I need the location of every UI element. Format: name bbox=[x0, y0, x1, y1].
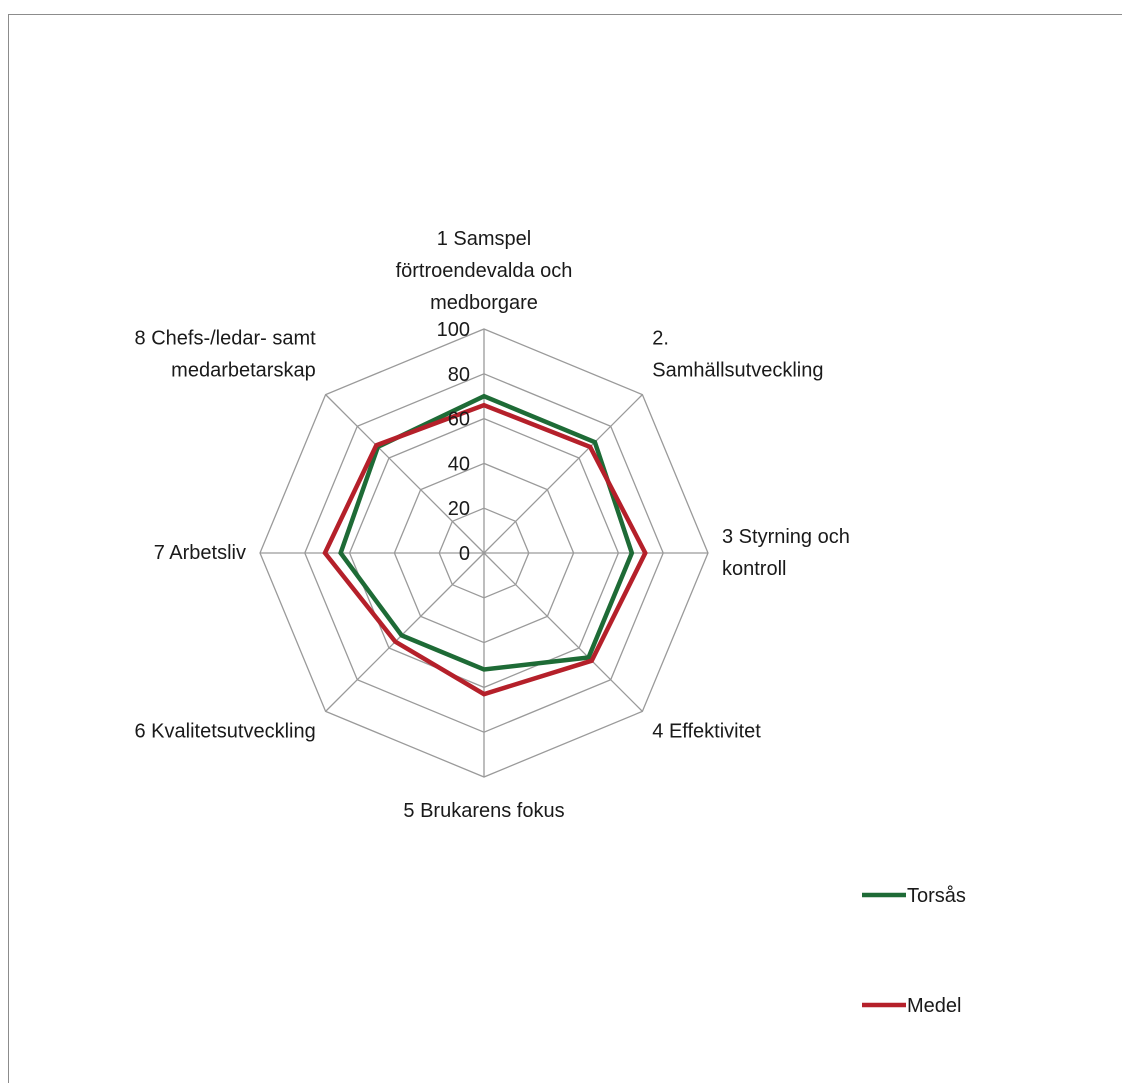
category-label-1-line-3: medborgare bbox=[430, 292, 538, 314]
legend-label-2: Medel bbox=[907, 995, 961, 1017]
spoke-4 bbox=[483, 552, 643, 712]
category-label-1-line-2: förtroendevalda och bbox=[396, 260, 573, 282]
category-label-4-line-1: 4 Effektivitet bbox=[652, 720, 761, 742]
tick-label-80: 80 bbox=[448, 364, 470, 386]
category-label-7-line-1: 7 Arbetsliv bbox=[154, 542, 246, 564]
radial-tick-labels: 0 20 40 60 80 100 bbox=[437, 319, 470, 565]
legend-item-2: Medel bbox=[862, 995, 961, 1017]
category-label-1-line-1: 1 Samspel bbox=[437, 228, 532, 250]
legend-item-1: Torsås bbox=[862, 885, 966, 907]
spoke-2 bbox=[483, 394, 643, 554]
radar-series bbox=[322, 393, 648, 697]
spoke-8 bbox=[325, 394, 485, 554]
category-label-8: 8 Chefs-/ledar- samt medarbetarskap bbox=[135, 328, 317, 382]
category-label-7: 7 Arbetsliv bbox=[154, 542, 246, 564]
category-labels: 1 Samspel förtroendevalda och medborgare 2.… bbox=[135, 228, 850, 822]
category-label-5: 5 Brukarens fokus bbox=[403, 800, 564, 822]
tick-label-20: 20 bbox=[448, 498, 470, 520]
spoke-6 bbox=[325, 552, 485, 712]
category-label-4: 4 Effektivitet bbox=[652, 720, 761, 742]
category-label-6-line-1: 6 Kvalitetsutveckling bbox=[135, 720, 316, 742]
category-label-1: 1 Samspel förtroendevalda och medborgare bbox=[396, 228, 573, 314]
category-label-8-line-1: 8 Chefs-/ledar- samt bbox=[135, 328, 317, 350]
tick-label-60: 60 bbox=[448, 409, 470, 431]
tick-label-100: 100 bbox=[437, 319, 470, 341]
category-label-5-line-1: 5 Brukarens fokus bbox=[403, 800, 564, 822]
category-label-6: 6 Kvalitetsutveckling bbox=[135, 720, 316, 742]
legend-label-1: Torsås bbox=[907, 885, 966, 907]
category-label-2-line-1: 2. bbox=[652, 328, 669, 350]
category-label-8-line-2: medarbetarskap bbox=[171, 360, 316, 382]
category-label-3-line-1: 3 Styrning och bbox=[722, 526, 850, 548]
radar-grid bbox=[259, 328, 709, 778]
chart-frame bbox=[8, 14, 1122, 1083]
tick-label-40: 40 bbox=[448, 453, 470, 475]
category-label-3-line-2: kontroll bbox=[722, 558, 786, 580]
category-label-2: 2. Samhällsutveckling bbox=[652, 328, 823, 382]
legend: Torsås Medel bbox=[862, 885, 966, 1017]
category-label-2-line-2: Samhällsutveckling bbox=[652, 360, 823, 382]
tick-label-0: 0 bbox=[459, 543, 470, 565]
category-label-3: 3 Styrning och kontroll bbox=[722, 526, 850, 580]
